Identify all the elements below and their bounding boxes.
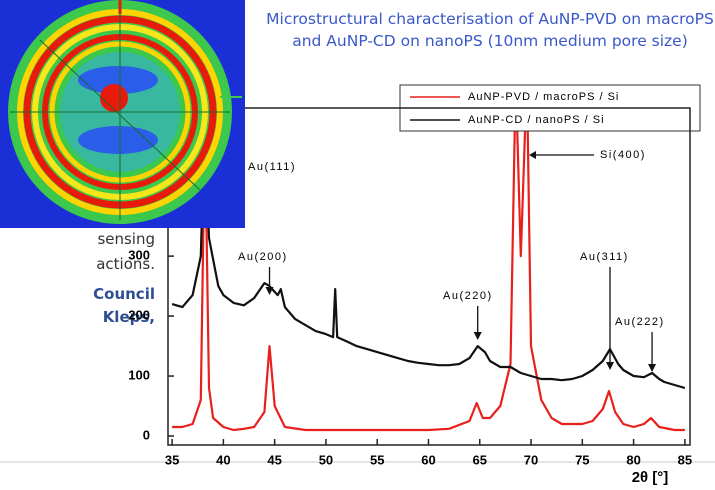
x-tick-label: 35 xyxy=(165,452,179,467)
x-tick-label: 85 xyxy=(678,452,692,467)
x-tick-label: 75 xyxy=(575,452,589,467)
series-line xyxy=(171,111,686,390)
peak-label: Au(311) xyxy=(580,251,629,263)
plot-frame xyxy=(167,107,691,446)
side-text: actions. xyxy=(96,255,155,273)
series-line xyxy=(172,108,685,432)
arrow-head xyxy=(606,362,615,370)
arrow-head xyxy=(528,151,536,159)
x-axis-label: 2θ [°] xyxy=(632,469,669,486)
plot-area xyxy=(171,108,686,432)
x-tick-label: 55 xyxy=(370,452,384,467)
x-tick-label: 40 xyxy=(216,452,230,467)
arrow-head xyxy=(648,364,657,372)
y-tick-label: 0 xyxy=(143,427,150,442)
inset-pole-figure xyxy=(0,0,245,228)
y-tick-label: 300 xyxy=(128,248,150,263)
caption: Microstructural characterisation of AuNP… xyxy=(266,10,714,50)
y-tick-label: 200 xyxy=(128,308,150,323)
side-text: sensing xyxy=(97,230,155,248)
side-text: Council xyxy=(93,285,155,303)
arrow-head xyxy=(473,332,482,340)
legend-label: AuNP-CD / nanoPS / Si xyxy=(468,114,605,126)
legend-label: AuNP-PVD / macroPS / Si xyxy=(468,91,619,103)
peak-label: Au(111) xyxy=(248,161,296,173)
peak-label: Au(222) xyxy=(615,316,665,328)
x-tick-label: 45 xyxy=(267,452,281,467)
x-tick-label: 70 xyxy=(524,452,538,467)
x-tick-label: 65 xyxy=(473,452,487,467)
x-tick-label: 60 xyxy=(421,452,435,467)
peak-label: Au(220) xyxy=(443,290,493,302)
x-tick-label: 80 xyxy=(626,452,640,467)
y-tick-label: 100 xyxy=(128,367,150,382)
x-tick-label: 50 xyxy=(319,452,333,467)
peak-label: Si(400) xyxy=(600,149,646,161)
side-text: Kleps, xyxy=(102,308,155,326)
arrow-head xyxy=(265,287,274,295)
peak-label: Au(200) xyxy=(238,251,288,263)
